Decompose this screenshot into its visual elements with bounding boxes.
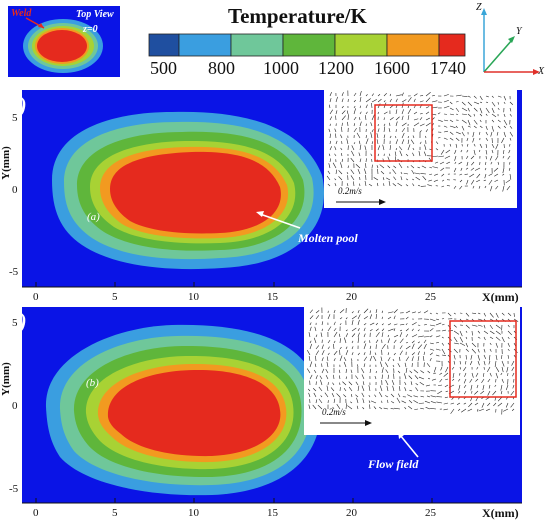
flow-vectors: [326, 90, 514, 192]
panel-b-xlabel: X(mm): [482, 506, 519, 520]
panel-a-xtick: 15: [267, 291, 278, 303]
legend-ticks: 500 800 1000 1200 1600 1740: [148, 58, 478, 80]
z-label: z=0: [83, 24, 98, 35]
panel-a-xlabel: X(mm): [482, 290, 519, 304]
panel-a-ytick: 5: [12, 112, 18, 124]
flow-vectors: [306, 307, 519, 415]
panel-b-inner-label: (b): [86, 377, 99, 389]
panel-b-ytick: 0: [12, 400, 18, 412]
panel-a-inset: 0.2m/s: [324, 90, 517, 208]
temperature-colorbar: [148, 33, 470, 57]
legend-tick: 1200: [318, 58, 354, 78]
panel-b-ylabel: Y(mm): [0, 362, 12, 396]
axis-triad: Z Y X: [470, 2, 548, 80]
panel-b-xtick: 5: [112, 507, 118, 519]
panel-a-xtick: 0: [33, 291, 39, 303]
panel-a-xtick: 10: [188, 291, 199, 303]
panel-a-xtick: 25: [425, 291, 436, 303]
panel-a-annotation: Molten pool: [298, 231, 358, 245]
panel-a-contours: [52, 111, 325, 270]
x-axis-label: X: [538, 66, 545, 77]
panel-b-inset: 0.2m/s: [304, 307, 520, 435]
legend-title: Temperature/K: [228, 4, 367, 28]
top-view-thumbnail: Weld Top View z=0: [8, 6, 120, 77]
panel-a-axes: [22, 282, 522, 288]
panel-b-axes: [22, 498, 522, 504]
panel-b-xtick: 0: [33, 507, 39, 519]
panel-a-xtick: 5: [112, 291, 118, 303]
weld-label: Weld: [11, 8, 32, 19]
panel-b-inset-scale: 0.2m/s: [322, 407, 346, 417]
panel-b-contours: [45, 324, 419, 496]
panel-a: (a) (a) Molten pool 0.2m/s Y(mm) 5 0 -5 …: [0, 85, 550, 305]
legend-tick: 800: [208, 58, 235, 78]
panel-a-ytick: 0: [12, 184, 18, 196]
panel-b: (b) (b) Flow field 0.2m/s Y(mm) 5 0 -5 0…: [0, 303, 550, 525]
panel-a-xtick: 20: [346, 291, 357, 303]
legend-tick: 1740: [430, 58, 466, 78]
top-view-label: Top View: [76, 9, 114, 20]
legend-tick: 500: [150, 58, 177, 78]
panel-b-xtick: 15: [267, 507, 278, 519]
legend-tick: 1000: [263, 58, 299, 78]
colorbar-segment: [230, 33, 284, 57]
colorbar-segment: [178, 33, 232, 57]
legend-tick: 1600: [374, 58, 410, 78]
panel-b-xtick: 25: [425, 507, 436, 519]
colorbar-segment: [282, 33, 336, 57]
panel-b-xtick: 20: [346, 507, 357, 519]
z-axis-label: Z: [476, 2, 482, 13]
panel-a-id: (a): [0, 93, 27, 118]
y-axis-label: Y: [516, 26, 522, 37]
colorbar-segment: [148, 33, 180, 57]
colorbar-segment: [334, 33, 388, 57]
panel-a-inset-scale: 0.2m/s: [338, 186, 362, 196]
panel-b-id: (b): [0, 309, 27, 334]
colorbar-segment: [438, 33, 466, 57]
panel-b-ytick: 5: [12, 317, 18, 329]
panel-a-inner-label: (a): [87, 211, 100, 223]
colorbar-segment: [386, 33, 440, 57]
panel-b-ytick: -5: [9, 483, 19, 495]
panel-a-ytick: -5: [9, 266, 19, 278]
panel-b-xtick: 10: [188, 507, 199, 519]
panel-b-annotation: Flow field: [368, 457, 419, 471]
panel-a-ylabel: Y(mm): [0, 146, 12, 180]
